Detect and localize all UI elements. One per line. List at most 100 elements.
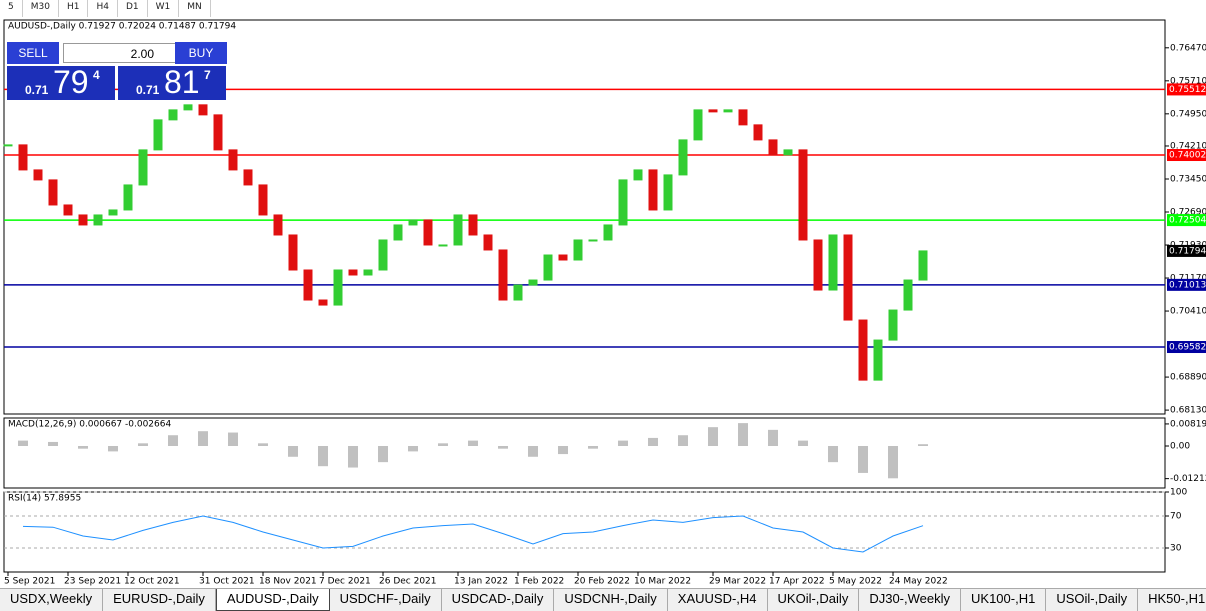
histogram-bar	[828, 446, 838, 463]
panel-title: RSI(14) 57.8955	[8, 494, 81, 504]
sell-button[interactable]: SELL	[7, 42, 59, 64]
candle	[183, 104, 193, 111]
timeframe-button[interactable]: 5	[0, 0, 23, 17]
chart-tab[interactable]: HK50-,H1	[1138, 589, 1206, 611]
x-tick-label: 10 Mar 2022	[634, 577, 691, 587]
candle	[93, 214, 103, 226]
chart-tab[interactable]: EURUSD-,Daily	[103, 589, 216, 611]
candle	[63, 204, 73, 216]
histogram-bar	[408, 446, 418, 452]
candle	[468, 214, 478, 236]
candle	[33, 169, 43, 181]
ask-prefix: 0.71	[136, 83, 160, 97]
level-tag	[1167, 149, 1206, 162]
candle	[228, 149, 238, 171]
histogram-bar	[378, 446, 388, 463]
histogram-bar	[288, 446, 298, 457]
candle	[723, 109, 733, 113]
histogram-bar	[708, 427, 718, 446]
timeframe-button[interactable]: D1	[118, 0, 148, 17]
y-tick-label: 0.71170	[1170, 274, 1206, 284]
chart-tab[interactable]: UK100-,H1	[961, 589, 1047, 611]
chart-tab[interactable]: UKOil-,Daily	[768, 589, 860, 611]
bid-price[interactable]: 0.71 79 4	[7, 64, 115, 100]
chart-tab[interactable]: XAUUSD-,H4	[668, 589, 768, 611]
y-tick-label: 0.70410	[1170, 307, 1206, 317]
level-label: 0.75512	[1169, 85, 1206, 95]
buy-button[interactable]: BUY	[175, 42, 227, 64]
histogram-bar	[588, 446, 598, 449]
candle	[543, 254, 553, 281]
y-tick-label: 0.00	[1170, 442, 1190, 452]
level-label: 0.71013	[1169, 280, 1206, 290]
chart-tab[interactable]: DJ30-,Weekly	[859, 589, 962, 611]
histogram-bar	[498, 446, 508, 449]
candle	[288, 234, 298, 271]
histogram-bar	[78, 446, 88, 449]
timeframe-button[interactable]: W1	[148, 0, 180, 17]
panel-title: MACD(12,26,9) 0.000667 -0.002664	[8, 420, 171, 430]
chart-tab[interactable]: USDX,Weekly	[0, 589, 104, 611]
candle	[408, 219, 418, 226]
x-tick-label: 31 Oct 2021	[199, 577, 255, 587]
panel-frame	[3, 19, 1166, 415]
candle	[393, 224, 403, 241]
candle	[528, 279, 538, 286]
histogram-bar	[108, 446, 118, 452]
candle	[918, 250, 928, 281]
chart-tab[interactable]: AUDUSD-,Daily	[215, 589, 330, 611]
level-tag	[1167, 83, 1206, 96]
x-tick-label: 23 Sep 2021	[64, 577, 121, 587]
chart-tab[interactable]: USOil-,Daily	[1046, 589, 1139, 611]
histogram-bar	[258, 443, 268, 446]
candle	[678, 139, 688, 176]
candle	[708, 109, 718, 113]
timeframe-button[interactable]: H1	[59, 0, 89, 17]
histogram-bar	[138, 443, 148, 446]
timeframe-button[interactable]: M30	[23, 0, 59, 17]
candle	[798, 149, 808, 241]
chart-tab[interactable]: USDCNH-,Daily	[554, 589, 668, 611]
histogram-bar	[318, 446, 328, 467]
candle	[558, 254, 568, 261]
candle	[333, 269, 343, 306]
histogram-bar	[18, 440, 28, 446]
lot-input[interactable]: 2.00	[63, 43, 177, 63]
price-tag	[1167, 244, 1206, 257]
candle	[108, 209, 118, 216]
panel-frame	[3, 491, 1166, 573]
candle	[453, 214, 463, 246]
histogram-bar	[48, 441, 58, 446]
histogram-bar	[558, 446, 568, 455]
candle	[858, 319, 868, 381]
x-tick-label: 18 Nov 2021	[259, 577, 317, 587]
chart-tab[interactable]: USDCAD-,Daily	[442, 589, 555, 611]
histogram-bar	[678, 435, 688, 446]
histogram-bar	[228, 432, 238, 446]
ask-price[interactable]: 0.71 81 7	[118, 64, 226, 100]
candle	[618, 179, 628, 226]
histogram-bar	[348, 446, 358, 468]
candle	[573, 239, 583, 261]
candle	[693, 109, 703, 141]
y-tick-label: 70	[1170, 512, 1182, 522]
level-label: 0.72504	[1169, 216, 1206, 226]
y-tick-label: -0.01212	[1170, 474, 1206, 484]
bid-prefix: 0.71	[25, 83, 49, 97]
x-tick-label: 24 May 2022	[889, 577, 948, 587]
histogram-bar	[528, 446, 538, 457]
candle	[258, 184, 268, 216]
tab-bar: USDX,Weekly EURUSD-,Daily AUDUSD-,Daily USD…	[0, 588, 1206, 611]
candle	[198, 104, 208, 116]
ask-big: 81	[164, 64, 200, 100]
chart-tab[interactable]: USDCHF-,Daily	[330, 589, 442, 611]
price-tag-label: 0.71794	[1169, 246, 1206, 256]
level-label: 0.74002	[1169, 151, 1206, 161]
candle	[378, 239, 388, 271]
candle	[768, 139, 778, 156]
x-tick-label: 17 Apr 2022	[769, 577, 825, 587]
timeframe-button[interactable]: MN	[179, 0, 211, 17]
y-tick-label: 0.73450	[1170, 174, 1206, 184]
timeframe-button[interactable]: H4	[88, 0, 118, 17]
bid-big: 79	[53, 64, 89, 100]
